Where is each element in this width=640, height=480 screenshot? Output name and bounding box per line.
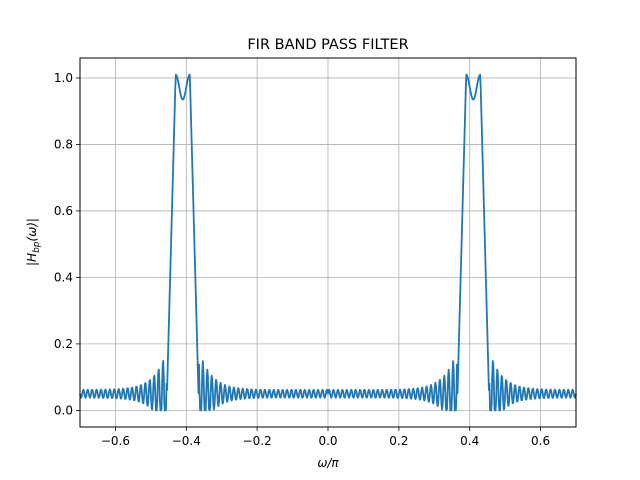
y-tick-label: 0.8 bbox=[54, 137, 73, 151]
x-axis-label: ω/π bbox=[317, 456, 339, 470]
x-tick-label: −0.6 bbox=[101, 434, 130, 448]
chart-title: FIR BAND PASS FILTER bbox=[247, 37, 408, 53]
x-tick-label: 0.6 bbox=[531, 434, 550, 448]
x-tick-label: 0.0 bbox=[318, 434, 337, 448]
y-tick-label: 0.0 bbox=[54, 403, 73, 417]
y-axis-label: |Hbp(ω)| bbox=[25, 218, 42, 266]
x-tick-label: −0.2 bbox=[243, 434, 272, 448]
y-axis-label-tail: (ω)| bbox=[25, 218, 39, 241]
y-tick-label: 1.0 bbox=[54, 71, 73, 85]
y-tick-label: 0.4 bbox=[54, 270, 73, 284]
x-tick-label: −0.4 bbox=[172, 434, 201, 448]
response-line bbox=[79, 73, 577, 412]
y-tick-label: 0.6 bbox=[54, 204, 73, 218]
y-axis-label-sub: bp bbox=[32, 241, 42, 253]
plot-area bbox=[79, 73, 577, 412]
y-tick-label: 0.2 bbox=[54, 337, 73, 351]
ticks: −0.6 −0.4 −0.2 0.0 0.2 0.4 0.6 0.0 0.2 0.4 0.6 0.8 1… bbox=[54, 71, 550, 448]
x-tick-label: 0.2 bbox=[389, 434, 408, 448]
y-axis-label-base: |H bbox=[25, 253, 39, 266]
x-tick-label: 0.4 bbox=[460, 434, 479, 448]
grid-lines bbox=[80, 58, 576, 427]
